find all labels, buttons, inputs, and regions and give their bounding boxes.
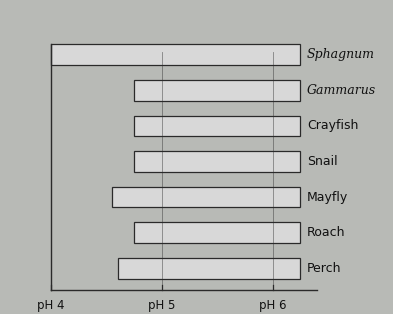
Text: Mayfly: Mayfly <box>307 191 348 203</box>
Bar <box>134 116 300 136</box>
Bar <box>51 45 300 65</box>
Text: Roach: Roach <box>307 226 345 239</box>
Text: pH 4: pH 4 <box>37 299 65 311</box>
Text: Sphagnum: Sphagnum <box>307 48 375 61</box>
Text: Perch: Perch <box>307 262 342 275</box>
Bar <box>134 80 300 101</box>
Bar <box>112 187 300 208</box>
Text: Snail: Snail <box>307 155 338 168</box>
Text: Crayfish: Crayfish <box>307 119 358 133</box>
Text: pH 6: pH 6 <box>259 299 286 311</box>
Text: pH 5: pH 5 <box>148 299 176 311</box>
Text: Gammarus: Gammarus <box>307 84 376 97</box>
Bar <box>134 151 300 172</box>
Bar <box>134 222 300 243</box>
Bar <box>118 258 300 279</box>
